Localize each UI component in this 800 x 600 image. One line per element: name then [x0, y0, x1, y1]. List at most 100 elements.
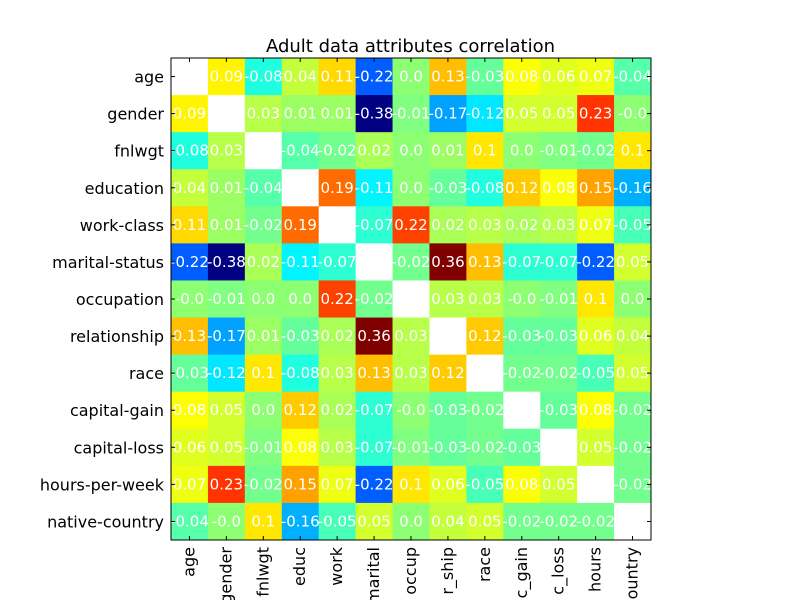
- cell-value-label: nan: [471, 364, 499, 382]
- heatmap-cell: [540, 391, 578, 430]
- cell-value-label: 0.05: [542, 105, 575, 123]
- heatmap-cell: [355, 502, 394, 541]
- heatmap-cell: [429, 502, 467, 541]
- cell-value-label: 0.03: [210, 142, 243, 160]
- cell-value-label: -0.38: [355, 105, 394, 123]
- y-tick-label: age: [134, 68, 164, 87]
- cell-value-label: nan: [434, 327, 462, 345]
- x-tick-label: age: [179, 547, 198, 577]
- heatmap-cell: [392, 243, 430, 281]
- heatmap-cell: [318, 95, 357, 133]
- cell-value-label: -0.07: [539, 253, 578, 271]
- cell-value-label: 0.05: [616, 364, 649, 382]
- heatmap-cell: [281, 206, 320, 244]
- cell-value-label: -0.02: [465, 438, 504, 456]
- heatmap-cell: [503, 465, 541, 504]
- cell-value-label: 0.02: [320, 401, 353, 419]
- heatmap-cell: [355, 169, 394, 207]
- heatmap-cell: [281, 280, 320, 319]
- heatmap-cell: [244, 95, 283, 133]
- heatmap-cell: [318, 132, 357, 170]
- heatmap-cell: [577, 280, 615, 319]
- heatmap-cell: [244, 428, 283, 467]
- heatmap-cell: [281, 502, 320, 541]
- heatmap-cell: [429, 428, 467, 467]
- cell-value-label: -0.22: [576, 253, 615, 271]
- cell-value-label: 0.11: [173, 216, 206, 234]
- heatmap-cell: [392, 502, 430, 541]
- cell-value-label: -0.05: [576, 364, 615, 382]
- heatmap-cell: [171, 58, 209, 96]
- cell-value-label: 0.04: [284, 68, 317, 86]
- cell-value-label: -0.07: [355, 216, 394, 234]
- cell-value-label: nan: [323, 216, 351, 234]
- heatmap-cell: [281, 132, 320, 170]
- heatmap-cell: [503, 243, 541, 281]
- heatmap-cell: [577, 465, 615, 504]
- cell-value-label: 0.0: [251, 401, 275, 419]
- heatmap-cell: [466, 169, 504, 207]
- heatmap-cell: [207, 243, 246, 281]
- heatmap-cell: [614, 280, 652, 319]
- cell-value-label: 0.07: [320, 475, 353, 493]
- heatmap-cell: [466, 132, 504, 170]
- heatmap-cell: [171, 502, 209, 541]
- heatmap-cell: [318, 502, 357, 541]
- heatmap-cell: [577, 206, 615, 244]
- cell-value-label: -0.02: [613, 438, 652, 456]
- y-tick-label: capital-gain: [70, 401, 164, 420]
- heatmap-cell: [466, 243, 504, 281]
- heatmap-cell: [429, 354, 467, 393]
- cell-value-label: 0.01: [284, 105, 317, 123]
- cell-value-label: nan: [249, 142, 277, 160]
- heatmap-cell: [540, 502, 578, 541]
- heatmap-cell: [614, 95, 652, 133]
- heatmap-cell: [540, 280, 578, 319]
- cell-value-label: 0.04: [173, 179, 206, 197]
- x-tick-label: country: [623, 547, 642, 600]
- cell-value-label: nan: [175, 68, 203, 86]
- heatmap-cells: [171, 58, 652, 541]
- heatmap-cell: [614, 317, 652, 356]
- x-tick-label: gender: [216, 547, 235, 600]
- cell-value-label: 0.0: [399, 142, 423, 160]
- cell-value-label: 0.0: [399, 512, 423, 530]
- cell-value-label: -0.02: [576, 512, 615, 530]
- cell-value-label: 0.1: [621, 142, 645, 160]
- cell-value-label: 0.01: [431, 142, 464, 160]
- y-tick-label: native-country: [47, 512, 164, 531]
- heatmap-cell: [466, 428, 504, 467]
- cell-value-label: 0.01: [320, 105, 353, 123]
- heatmap-cell: [355, 58, 394, 96]
- heatmap-cell: [355, 354, 394, 393]
- cell-value-label: 0.36: [431, 253, 464, 271]
- heatmap-cell: [503, 95, 541, 133]
- heatmap-cell: [466, 58, 504, 96]
- cell-value-label: 0.22: [320, 290, 353, 308]
- heatmap-cell: [614, 391, 652, 430]
- y-tick-label: capital-loss: [74, 438, 164, 457]
- heatmap-cell: [171, 95, 209, 133]
- x-tick-label: occup: [401, 547, 420, 595]
- heatmap-cell: [503, 58, 541, 96]
- cell-value-label: -0.11: [281, 253, 320, 271]
- cell-value-label: nan: [397, 290, 425, 308]
- heatmap-cell: [540, 465, 578, 504]
- cell-value-label: 0.12: [284, 401, 317, 419]
- heatmap-cell: [540, 132, 578, 170]
- cell-value-label: -0.0: [175, 290, 204, 308]
- cell-value-label: -0.02: [318, 142, 357, 160]
- heatmap-cell: [244, 465, 283, 504]
- cell-value-label: -0.02: [244, 216, 283, 234]
- cell-value-label: -0.07: [502, 253, 541, 271]
- heatmap-cell: [614, 243, 652, 281]
- cell-value-label: 0.04: [431, 512, 464, 530]
- cell-value-label: 0.1: [473, 142, 497, 160]
- heatmap-cell: [355, 428, 394, 467]
- cell-value-label: 0.05: [468, 512, 501, 530]
- cell-value-label: -0.04: [244, 179, 283, 197]
- heatmap-cell: [244, 169, 283, 207]
- cell-value-label: 0.03: [431, 290, 464, 308]
- cell-value-label: 0.08: [505, 475, 538, 493]
- heatmap-cell: [466, 280, 504, 319]
